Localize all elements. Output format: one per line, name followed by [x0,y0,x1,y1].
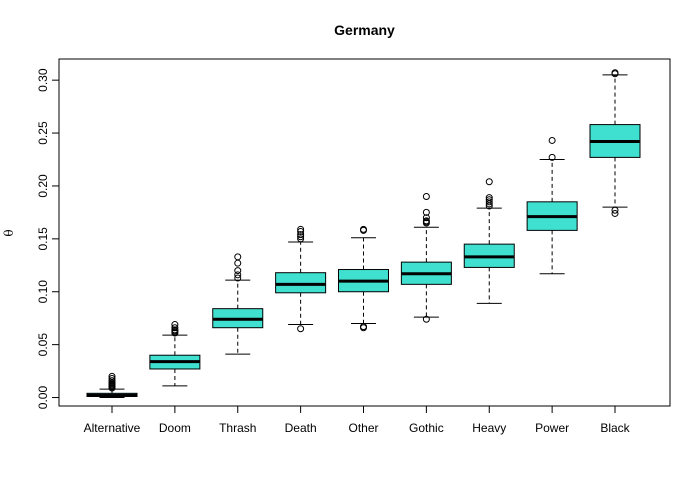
x-tick-label: Power [535,421,569,435]
outlier-point [108,377,116,385]
box-doom [149,321,201,387]
outlier-point [422,208,430,216]
outlier-point [422,315,430,323]
outlier-point [108,372,116,380]
x-tick-label: Heavy [472,421,506,435]
outlier-point [297,325,305,333]
outlier-point [297,225,305,233]
box-gothic [400,193,452,323]
box-black [589,69,641,217]
outlier-point [234,259,242,267]
outlier-point [548,136,556,144]
x-tick-label: Alternative [84,421,141,435]
x-axis: Alternative Doom Thrash Death Other Gothic Hea… [84,406,631,435]
outlier-point [548,153,556,161]
outlier-point [611,209,619,217]
box-alternative [86,372,138,399]
iqr-box [275,272,327,294]
x-tick-label: Thrash [219,421,256,435]
y-tick-label: 0.10 [36,280,50,304]
outlier-point [171,324,179,332]
outlier-point [485,194,493,202]
outlier-point [485,198,493,206]
outlier-point [171,326,179,334]
outlier-point [234,267,242,275]
outlier-point [360,323,367,331]
outlier-point [360,225,367,233]
y-axis: 0.00 0.05 0.10 0.15 0.20 0.25 0.30 [36,68,59,409]
outlier-point [108,374,116,382]
box-power [526,136,578,275]
outlier-point [422,217,430,225]
box-heavy [463,178,515,304]
y-tick-label: 0.30 [36,68,50,92]
x-tick-label: Black [600,421,630,435]
x-tick-label: Death [285,421,317,435]
outlier-point [422,214,430,222]
x-tick-label: Doom [159,421,191,435]
outlier-point [297,233,305,241]
box-other [338,225,389,332]
outlier-point [234,271,242,279]
x-tick-label: Other [348,421,378,435]
outlier-point [611,206,619,214]
outlier-point [234,253,242,261]
y-tick-label: 0.05 [36,333,50,357]
outlier-point [234,274,242,282]
y-tick-label: 0.25 [36,121,50,145]
outlier-point [297,227,305,235]
y-tick-label: 0.00 [36,386,50,410]
x-tick-label: Gothic [409,421,444,435]
outlier-point [171,321,179,329]
chart-title: Germany [334,22,395,38]
outlier-point [485,178,493,186]
outlier-point [485,196,493,204]
box-death [275,225,327,333]
box-thrash [212,253,264,355]
outlier-point [297,235,305,243]
y-tick-label: 0.15 [36,227,50,251]
outlier-point [297,231,305,239]
y-axis-label: θ [2,229,16,236]
outlier-point [422,193,430,201]
outlier-point [611,69,619,77]
y-tick-label: 0.20 [36,174,50,198]
box-group [86,69,641,399]
